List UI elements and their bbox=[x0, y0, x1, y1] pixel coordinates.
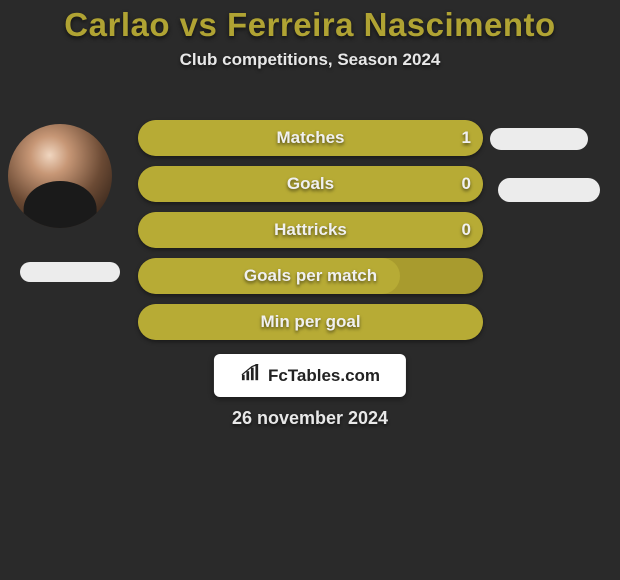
subtitle: Club competitions, Season 2024 bbox=[0, 50, 620, 70]
player-left-avatar bbox=[8, 124, 112, 228]
stat-bar: Matches1 bbox=[138, 120, 483, 156]
stat-bar-value: 1 bbox=[462, 120, 471, 156]
attribution-badge[interactable]: FcTables.com bbox=[214, 354, 406, 397]
stat-bar-label: Min per goal bbox=[138, 304, 483, 340]
player-right-pill-1 bbox=[490, 128, 588, 150]
page-title: Carlao vs Ferreira Nascimento bbox=[0, 6, 620, 44]
bar-chart-icon bbox=[240, 364, 262, 387]
stat-bar: Goals per match bbox=[138, 258, 483, 294]
stat-bar-value: 0 bbox=[462, 212, 471, 248]
stat-bar-label: Matches bbox=[138, 120, 483, 156]
stat-bars: Matches1Goals0Hattricks0Goals per matchM… bbox=[138, 120, 483, 350]
stat-bar: Min per goal bbox=[138, 304, 483, 340]
stat-bar-value: 0 bbox=[462, 166, 471, 202]
stat-bar-label: Goals bbox=[138, 166, 483, 202]
player-right-pill-2 bbox=[498, 178, 600, 202]
stat-bar: Goals0 bbox=[138, 166, 483, 202]
footer-date: 26 november 2024 bbox=[0, 408, 620, 429]
attribution-text: FcTables.com bbox=[268, 366, 380, 386]
stat-bar: Hattricks0 bbox=[138, 212, 483, 248]
player-left-name-pill bbox=[20, 262, 120, 282]
comparison-widget: Carlao vs Ferreira Nascimento Club compe… bbox=[0, 0, 620, 580]
stat-bar-label: Hattricks bbox=[138, 212, 483, 248]
stat-bar-label: Goals per match bbox=[138, 258, 483, 294]
